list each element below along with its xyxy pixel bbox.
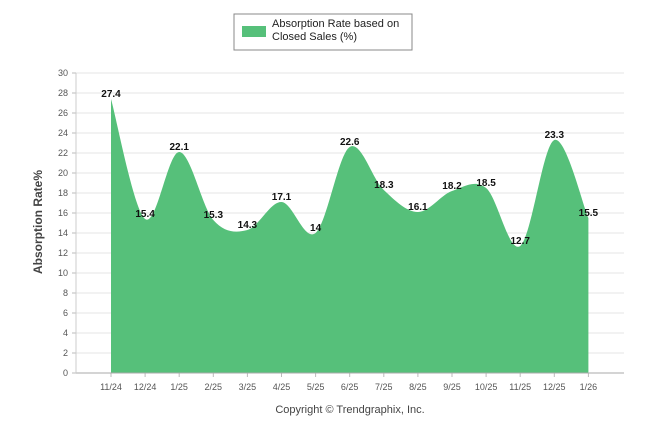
y-tick-label: 26 [58,108,68,118]
data-label: 14.3 [238,220,258,231]
data-label: 22.6 [340,137,360,148]
y-tick-label: 6 [63,308,68,318]
x-tick-label: 11/25 [509,382,531,392]
x-tick-label: 9/25 [443,382,461,392]
y-tick-label: 0 [63,368,68,378]
data-label: 27.4 [101,89,121,100]
data-label: 23.3 [545,130,565,141]
y-tick-label: 4 [63,328,68,338]
y-tick-label: 16 [58,208,68,218]
y-tick-label: 12 [58,248,68,258]
y-tick-label: 10 [58,268,68,278]
y-tick-label: 30 [58,68,68,78]
x-tick-label: 7/25 [375,382,393,392]
x-tick-label: 5/25 [307,382,325,392]
y-tick-label: 2 [63,348,68,358]
x-axis-ticks: 11/24 12/24 1/25 2/25 3/25 4/25 5/25 6/25 7/25 8/… [100,373,597,392]
x-tick-label: 4/25 [273,382,291,392]
x-tick-label: 12/24 [134,382,157,392]
data-label: 12.7 [510,236,530,247]
data-label: 18.3 [374,180,394,191]
data-label: 15.4 [135,209,155,220]
y-tick-label: 18 [58,188,68,198]
data-label: 14 [310,223,322,234]
data-label: 22.1 [169,142,189,153]
x-tick-label: 11/24 [100,382,122,392]
x-tick-label: 1/25 [170,382,188,392]
data-label: 16.1 [408,202,428,213]
x-tick-label: 12/25 [543,382,566,392]
x-tick-label: 3/25 [239,382,257,392]
x-tick-label: 8/25 [409,382,427,392]
data-label: 15.5 [579,208,599,219]
x-tick-label: 6/25 [341,382,359,392]
y-tick-label: 14 [58,228,68,238]
data-label: 18.2 [442,181,462,192]
y-tick-label: 24 [58,128,68,138]
data-label: 18.5 [476,178,496,189]
copyright-text: Copyright © Trendgraphix, Inc. [275,404,424,416]
y-tick-label: 20 [58,168,68,178]
x-tick-label: 2/25 [205,382,223,392]
y-tick-label: 8 [63,288,68,298]
x-tick-label: 10/25 [475,382,498,392]
y-tick-label: 28 [58,88,68,98]
legend-label-line2: Closed Sales (%) [272,31,357,43]
area-series [111,99,589,373]
data-label: 17.1 [272,192,292,203]
data-labels: 27.4 15.4 22.1 15.3 14.3 17.1 14 22.6 18.3 16.1 18… [101,89,598,247]
x-tick-label: 1/26 [580,382,598,392]
data-label: 15.3 [204,210,224,221]
legend-swatch [242,26,266,37]
y-axis-label: Absorption Rate% [31,170,45,274]
y-tick-label: 22 [58,148,68,158]
legend-label-line1: Absorption Rate based on [272,18,399,30]
